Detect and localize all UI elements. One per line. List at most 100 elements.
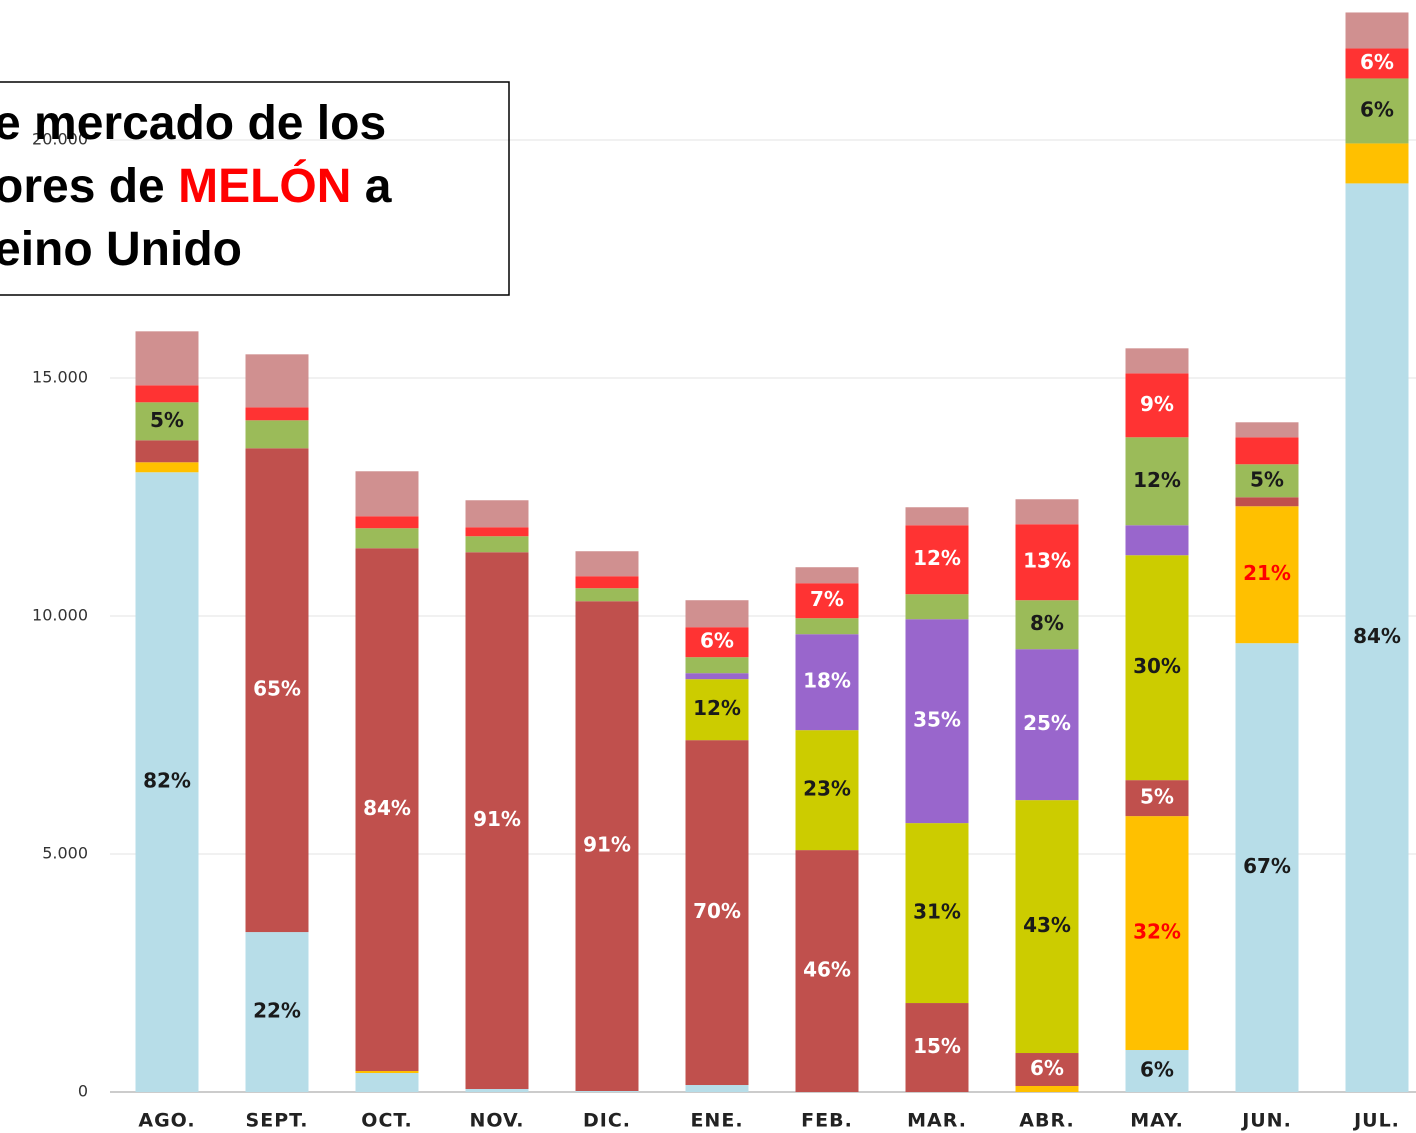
data-label: 31% (913, 900, 961, 924)
bar-segment (1345, 12, 1409, 49)
bar-segment (795, 618, 859, 635)
bar-segment (1125, 780, 1189, 817)
bar-segment (1235, 643, 1299, 1092)
data-label: 32% (1133, 920, 1181, 944)
data-label: 6% (1360, 50, 1394, 74)
bar-segment (245, 420, 309, 449)
data-label: 6% (1360, 97, 1394, 121)
y-tick-label: 0 (78, 1082, 88, 1101)
bar-segment (905, 594, 969, 620)
bar-segment (905, 507, 969, 526)
data-label: 6% (1140, 1058, 1174, 1082)
bar-segment (1345, 78, 1409, 144)
bar-segment (135, 472, 199, 1092)
bar-segment (795, 730, 859, 851)
bar-segment (355, 516, 419, 529)
data-label: 18% (803, 669, 851, 693)
bar-segment (135, 331, 199, 386)
x-tick-label: AGO. (138, 1110, 195, 1132)
bar-segment (795, 567, 859, 584)
data-label: 5% (150, 408, 184, 432)
title-part: a (351, 160, 391, 213)
data-label: 25% (1023, 711, 1071, 735)
data-label: 6% (1030, 1056, 1064, 1080)
bar-segment (245, 354, 309, 408)
bar-segment (575, 1091, 639, 1092)
data-label: 70% (693, 899, 741, 923)
bar-segment (685, 657, 749, 674)
bar-segment (1125, 348, 1189, 374)
bar-segment (905, 619, 969, 824)
bar-segment (1015, 1086, 1079, 1092)
bar-segment (465, 536, 529, 553)
data-label: 82% (143, 769, 191, 793)
bar-segment (355, 528, 419, 549)
title-part: eino Unido (0, 223, 242, 276)
data-label: 84% (1353, 624, 1401, 648)
data-label: 46% (803, 958, 851, 982)
data-label: 91% (473, 807, 521, 831)
bar-segment (1015, 649, 1079, 801)
bar-segment (1125, 555, 1189, 781)
title: ores de MELÓN a (0, 158, 392, 213)
bar-segment (1125, 525, 1189, 556)
bar-segment (135, 440, 199, 463)
bar-segment (905, 1003, 969, 1092)
bar-segment (1235, 422, 1299, 438)
data-label: 12% (1133, 468, 1181, 492)
data-label: 7% (810, 587, 844, 611)
data-label: 13% (1023, 549, 1071, 573)
bar-segment (245, 448, 309, 933)
data-label: 9% (1140, 392, 1174, 416)
bar-segment (1015, 524, 1079, 601)
data-label: 5% (1140, 785, 1174, 809)
bar-segment (1125, 816, 1189, 1051)
bar-segment (355, 548, 419, 1072)
title: e mercado de los (0, 97, 386, 150)
bar-segment (905, 823, 969, 1004)
y-tick-label: 15.000 (32, 368, 88, 387)
bar-segment (1015, 600, 1079, 650)
bar-segment (1345, 143, 1409, 184)
bar-segment (135, 462, 199, 473)
x-tick-label: JUN. (1240, 1110, 1292, 1132)
bar-segment (1125, 437, 1189, 526)
bar-segment (1235, 506, 1299, 644)
data-label: 22% (253, 999, 301, 1023)
bar-segment (355, 1071, 419, 1074)
x-tick-label: MAY. (1130, 1110, 1184, 1132)
bar-segment (685, 1085, 749, 1092)
title-part: e mercado de los (0, 97, 386, 150)
bar-segment (685, 600, 749, 628)
data-label: 15% (913, 1034, 961, 1058)
data-label: 21% (1243, 561, 1291, 585)
bar-segment (465, 500, 529, 528)
title-box (0, 81, 510, 296)
bar-segment (685, 740, 749, 1086)
data-label: 5% (1250, 467, 1284, 491)
bar-segment (465, 552, 529, 1090)
bar-segment (685, 679, 749, 741)
title: eino Unido (0, 223, 242, 276)
bar-segment (245, 407, 309, 421)
data-label: 6% (700, 629, 734, 653)
bar-segment (795, 850, 859, 1092)
data-label: 43% (1023, 913, 1071, 937)
bar-segment (1015, 1053, 1079, 1087)
bar-segment (355, 1073, 419, 1092)
bar-segment (575, 588, 639, 602)
title-part: MELÓN (178, 158, 351, 213)
bar-segment (575, 551, 639, 577)
bar-segment (465, 1089, 529, 1092)
bar-segment (795, 583, 859, 619)
data-label: 23% (803, 777, 851, 801)
bar-segment (1345, 48, 1409, 79)
data-label: 30% (1133, 654, 1181, 678)
bar-segment (905, 525, 969, 595)
x-tick-label: FEB. (801, 1110, 853, 1132)
x-tick-label: NOV. (469, 1110, 524, 1132)
bar-segment (1125, 1050, 1189, 1092)
data-label: 12% (693, 696, 741, 720)
bar-segment (245, 932, 309, 1092)
